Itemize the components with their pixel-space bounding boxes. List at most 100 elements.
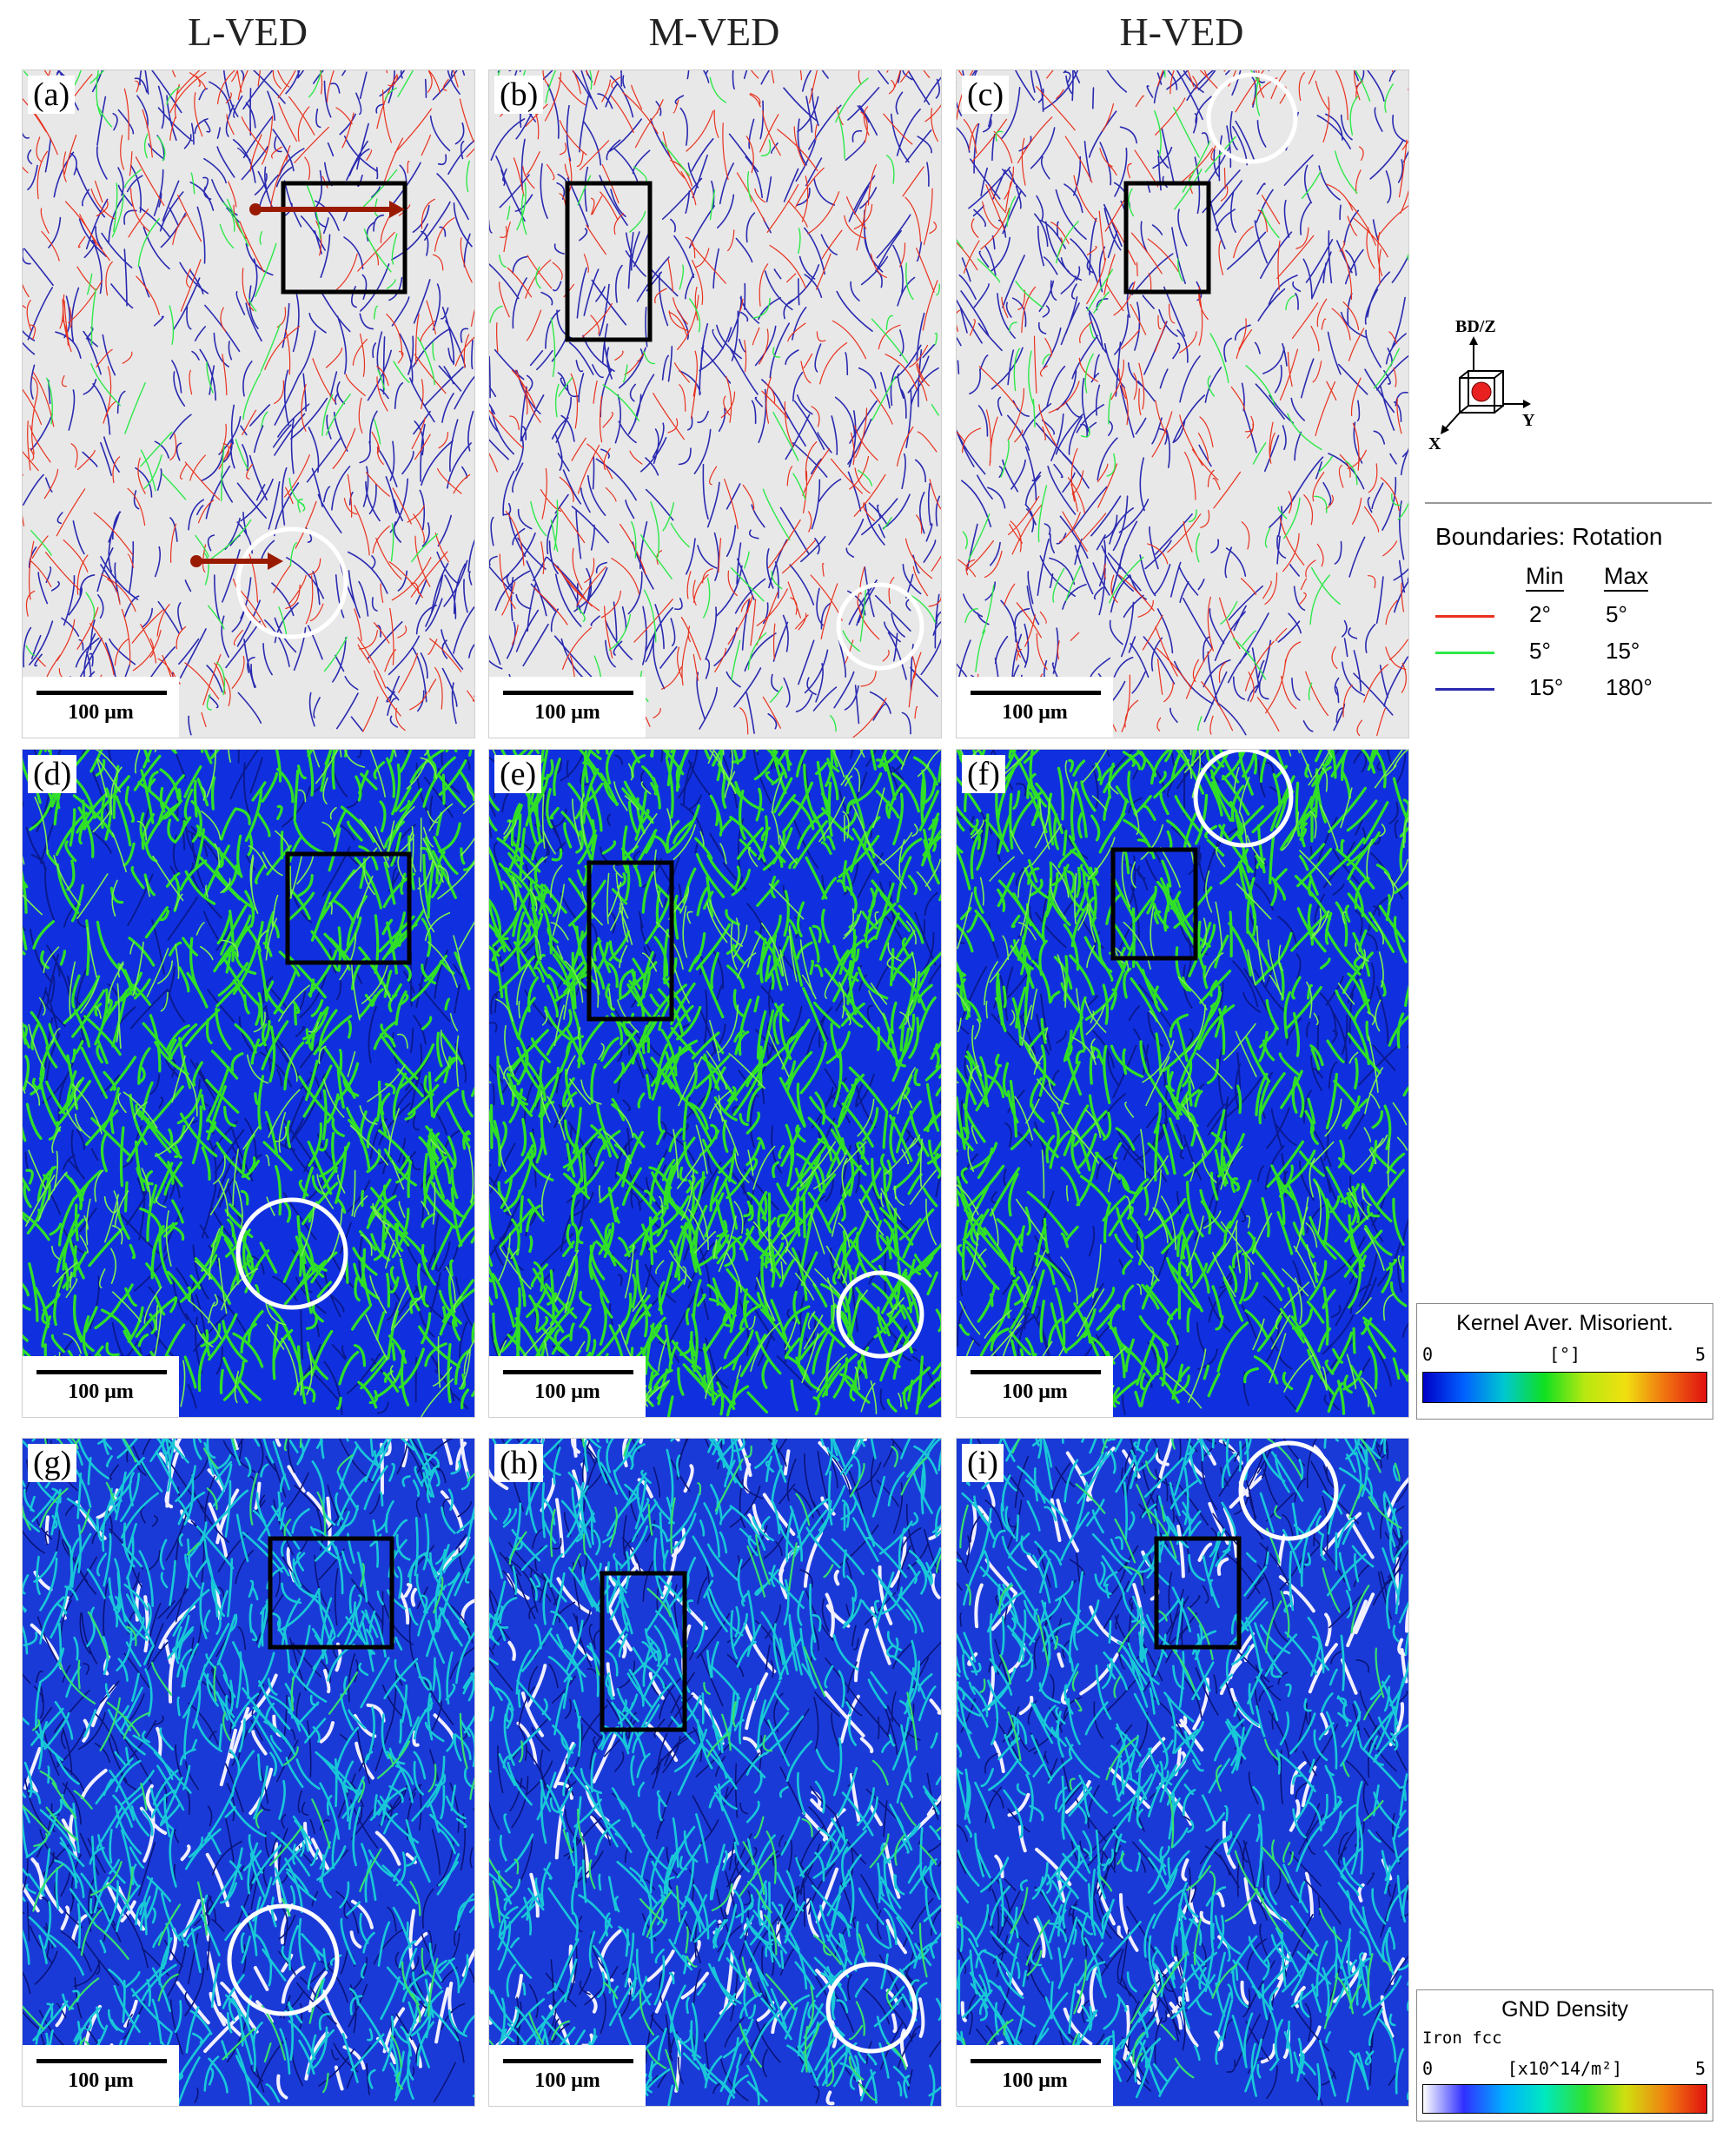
gnd-legend-max: 5 xyxy=(1694,2058,1706,2079)
microstructure-texture xyxy=(957,750,1408,1417)
region-highlight-circle xyxy=(1238,1440,1339,1541)
region-highlight-box xyxy=(281,181,407,295)
region-highlight-box xyxy=(1110,847,1198,961)
panel-label: (a) xyxy=(28,76,76,114)
scale-bar: 100 μm xyxy=(957,1356,1113,1417)
gnd-map xyxy=(489,1439,941,2106)
panel-label: (c) xyxy=(962,76,1010,114)
kam-legend-unit: [°] xyxy=(1548,1344,1581,1365)
kam-legend-min: 0 xyxy=(1422,1344,1434,1365)
microstructure-texture xyxy=(957,70,1408,731)
arrow-origin-dot xyxy=(190,555,202,567)
scale-bar-line xyxy=(36,2059,167,2063)
scale-bar: 100 μm xyxy=(489,1356,646,1417)
kam-legend-title: Kernel Aver. Misorient. xyxy=(1456,1311,1673,1335)
boundary-legend-max-value: 5° xyxy=(1606,601,1627,627)
axes-orientation-icon: BD/Z Y X xyxy=(1425,317,1547,473)
scale-bar-label: 100 μm xyxy=(68,701,134,724)
boundary-legend-min-header: Min xyxy=(1526,563,1564,592)
kam-legend: Kernel Aver. Misorient. 0 [°] 5 xyxy=(1416,1303,1713,1420)
panel-label: (b) xyxy=(494,76,544,114)
microstructure-texture xyxy=(23,70,474,738)
scale-bar-line xyxy=(971,2059,1101,2063)
micrograph-panel-b: (b) 100 μm xyxy=(488,70,942,738)
panel-label: (d) xyxy=(28,755,77,793)
boundary-legend-max-value: 15° xyxy=(1606,638,1640,664)
gnd-color-scale xyxy=(1422,2084,1707,2114)
scale-bar: 100 μm xyxy=(957,677,1113,738)
arrow-origin-dot xyxy=(249,203,262,215)
panel-label: (i) xyxy=(962,1444,1004,1482)
panel-label: (e) xyxy=(494,755,542,793)
boundary-legend-min-value: 15° xyxy=(1529,674,1564,700)
scale-bar: 100 μm xyxy=(23,677,179,738)
boundary-legend-swatch xyxy=(1435,652,1494,654)
boundary-map xyxy=(957,70,1408,738)
scale-bar: 100 μm xyxy=(23,2045,179,2106)
column-title-l-ved: L-VED xyxy=(188,10,308,54)
kam-map xyxy=(957,750,1408,1417)
boundary-legend-swatch xyxy=(1435,615,1494,618)
region-highlight-box xyxy=(268,1536,394,1650)
scale-bar: 100 μm xyxy=(957,2045,1113,2106)
gnd-legend-unit: [x10^14/m²] xyxy=(1507,2058,1623,2079)
scale-bar-line xyxy=(503,1370,633,1374)
gnd-map xyxy=(957,1439,1408,2106)
axis-x-label: X xyxy=(1428,434,1441,453)
micrograph-panel-d: (d) 100 μm xyxy=(22,749,475,1418)
kam-legend-max: 5 xyxy=(1694,1344,1706,1365)
region-highlight-circle xyxy=(235,1197,348,1310)
micrograph-panel-a: (a) 100 μm xyxy=(22,70,475,738)
microstructure-texture xyxy=(489,70,941,738)
region-highlight-circle xyxy=(825,1962,918,2054)
scale-bar-label: 100 μm xyxy=(68,2069,134,2092)
region-highlight-box xyxy=(586,860,674,1022)
microstructure-texture xyxy=(489,750,941,1417)
kam-map xyxy=(23,750,474,1417)
boundary-legend-swatch xyxy=(1435,688,1494,691)
boundary-map xyxy=(23,70,474,738)
microstructure-texture xyxy=(957,70,1408,736)
scale-bar-label: 100 μm xyxy=(534,2069,600,2092)
microstructure-texture xyxy=(957,1439,1402,2086)
scale-bar-line xyxy=(36,691,167,695)
column-title-m-ved: M-VED xyxy=(648,10,780,54)
arrow-head xyxy=(389,201,405,218)
boundary-legend: Boundaries: Rotation Min Max 2° 5° 5° 15° 15… xyxy=(1425,502,1712,721)
microstructure-texture xyxy=(489,70,940,732)
gnd-legend-phase: Iron fcc xyxy=(1422,2029,1502,2048)
region-highlight-circle xyxy=(235,526,348,639)
column-title-h-ved: H-VED xyxy=(1119,10,1244,54)
cube-axes-icon xyxy=(1441,336,1531,434)
boundary-legend-max-value: 180° xyxy=(1606,674,1653,700)
boundary-legend-min-value: 5° xyxy=(1529,638,1551,664)
region-highlight-circle xyxy=(1206,72,1298,164)
region-highlight-circle xyxy=(1193,750,1294,848)
micrograph-panel-h: (h) 100 μm xyxy=(488,1438,942,2107)
gnd-legend: GND Density Iron fcc 0 [x10^14/m²] 5 xyxy=(1416,1989,1713,2121)
region-highlight-box xyxy=(565,181,653,342)
microstructure-texture xyxy=(489,1439,941,2102)
gnd-legend-title: GND Density xyxy=(1501,1997,1628,2022)
scale-bar: 100 μm xyxy=(489,677,646,738)
region-highlight-circle xyxy=(836,1270,924,1359)
region-highlight-box xyxy=(1154,1536,1242,1650)
scale-bar: 100 μm xyxy=(489,2045,646,2106)
scale-bar-label: 100 μm xyxy=(534,701,600,724)
map-background xyxy=(957,750,1408,1417)
boundary-legend-max-header: Max xyxy=(1604,563,1649,592)
microstructure-texture xyxy=(957,1439,1408,2103)
region-highlight-box xyxy=(600,1571,687,1732)
micrograph-panel-i: (i) 100 μm xyxy=(956,1438,1409,2107)
region-highlight-box xyxy=(285,851,412,965)
microstructure-texture xyxy=(23,70,470,711)
micrograph-panel-c: (c) 100 μm xyxy=(956,70,1409,738)
region-highlight-circle xyxy=(836,582,924,671)
panel-label: (h) xyxy=(494,1444,544,1482)
scale-bar-line xyxy=(971,1370,1101,1374)
boundary-legend-min-value: 2° xyxy=(1529,601,1551,627)
axis-z-label: BD/Z xyxy=(1455,317,1496,336)
scale-bar-line xyxy=(36,1370,167,1374)
scale-bar-label: 100 μm xyxy=(1002,2069,1068,2092)
region-highlight-box xyxy=(1123,181,1211,295)
